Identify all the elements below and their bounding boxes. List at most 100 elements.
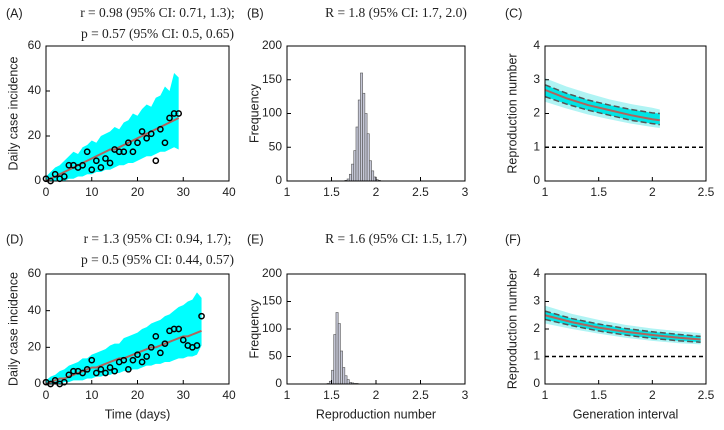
x-axis-label: Generation interval [573, 407, 679, 421]
data-point [147, 343, 155, 351]
dashed-line [544, 95, 660, 126]
data-point [161, 340, 169, 348]
data-point [60, 173, 68, 180]
data-point [166, 114, 173, 122]
y-tick-label: 2 [533, 321, 540, 335]
y-tick-label: 50 [269, 349, 283, 363]
data-point [106, 364, 114, 371]
data-point [120, 356, 128, 364]
x-tick-label: 2 [649, 185, 656, 199]
y-tick-label: 2 [533, 106, 540, 120]
x-tick-label: 1 [284, 388, 291, 402]
y-tick-label: 100 [262, 106, 282, 120]
x-tick-label: 2.5 [698, 185, 715, 199]
bar [342, 367, 346, 385]
x-tick-label: 2 [373, 185, 380, 199]
y-tick-label: 40 [28, 303, 42, 317]
data-point [143, 134, 150, 142]
x-tick-label: 0 [43, 388, 50, 402]
x-tick-label: 1 [284, 185, 291, 199]
x-tick-label: 2 [373, 388, 380, 402]
y-tick-label: 150 [262, 72, 282, 86]
data-point [97, 164, 105, 171]
bar [371, 170, 375, 182]
data-point [51, 376, 59, 384]
y-tick-label: 1 [533, 139, 540, 153]
plot-frame [286, 45, 466, 182]
x-tick-label: 20 [131, 185, 145, 199]
y-axis-label: Reproduction number [505, 53, 519, 173]
y-axis-label: Frequency [247, 83, 261, 143]
y-tick-label: 0 [533, 173, 540, 187]
bar [337, 323, 341, 385]
data-point [179, 336, 187, 344]
data-point [152, 332, 160, 340]
panel-label: (E) [247, 232, 264, 246]
data-point [111, 367, 118, 375]
data-point [102, 155, 109, 162]
mean-line [544, 88, 660, 122]
y-axis-label: Daily case incidence [6, 56, 20, 170]
data-point [134, 139, 141, 147]
bar [357, 99, 361, 182]
panel-title: r = 0.98 (95% CI: 0.71, 1.3); [80, 5, 235, 20]
x-tick-label: 1.5 [590, 185, 607, 199]
x-tick-label: 1 [542, 185, 549, 199]
data-point [157, 125, 164, 133]
panel-title: p = 0.5 (95% CI: 0.44, 0.57) [81, 252, 234, 267]
x-tick-label: 10 [85, 388, 99, 402]
y-tick-label: 1 [533, 349, 540, 363]
bar [344, 375, 348, 385]
mean-line [544, 314, 701, 341]
y-tick-label: 100 [262, 321, 282, 335]
x-tick-label: 1.5 [323, 185, 340, 199]
bar [362, 92, 366, 182]
x-tick-label: 40 [222, 185, 236, 199]
data-point [88, 356, 96, 364]
data-point [129, 148, 137, 156]
panel-label: (A) [6, 6, 23, 20]
y-tick-label: 200 [262, 38, 282, 52]
bar [364, 113, 368, 182]
y-axis-label: Daily case incidence [6, 272, 20, 386]
x-tick-label: 2.5 [412, 185, 429, 199]
y-tick-label: 0 [34, 173, 41, 187]
x-tick-label: 10 [85, 185, 99, 199]
x-tick-label: 1 [542, 388, 549, 402]
y-tick-label: 40 [28, 83, 42, 97]
band [46, 73, 179, 181]
panel-title: r = 1.3 (95% CI: 0.94, 1.7); [84, 231, 232, 246]
x-tick-label: 1.5 [323, 388, 340, 402]
y-tick-label: 50 [269, 139, 283, 153]
data-point [129, 356, 137, 364]
data-point [157, 349, 164, 357]
data-point [161, 139, 169, 147]
data-point [147, 130, 155, 138]
bar [346, 379, 350, 385]
data-point [79, 161, 86, 169]
panel-title: R = 1.6 (95% CI: 1.5, 1.7) [325, 231, 467, 246]
y-tick-label: 3 [533, 294, 540, 308]
panel-label: (B) [247, 6, 264, 20]
y-axis-label: Frequency [247, 299, 261, 359]
x-tick-label: 2 [649, 388, 656, 402]
y-tick-label: 150 [262, 294, 282, 308]
plot-frame [286, 273, 466, 385]
x-tick-label: 2.5 [412, 388, 429, 402]
data-point [152, 157, 160, 165]
x-tick-label: 30 [177, 185, 191, 199]
y-tick-label: 0 [533, 376, 540, 390]
data-point [175, 325, 183, 333]
y-tick-label: 60 [28, 38, 42, 52]
bar [366, 133, 370, 182]
data-point [88, 166, 96, 174]
panel-label: (C) [505, 6, 522, 20]
x-axis-label: Time (days) [105, 407, 171, 421]
dashed-line [544, 318, 701, 343]
bar [348, 173, 352, 182]
y-axis-label: Reproduction number [505, 269, 519, 389]
x-tick-label: 40 [222, 388, 236, 402]
band [46, 292, 202, 384]
y-tick-label: 3 [533, 72, 540, 86]
